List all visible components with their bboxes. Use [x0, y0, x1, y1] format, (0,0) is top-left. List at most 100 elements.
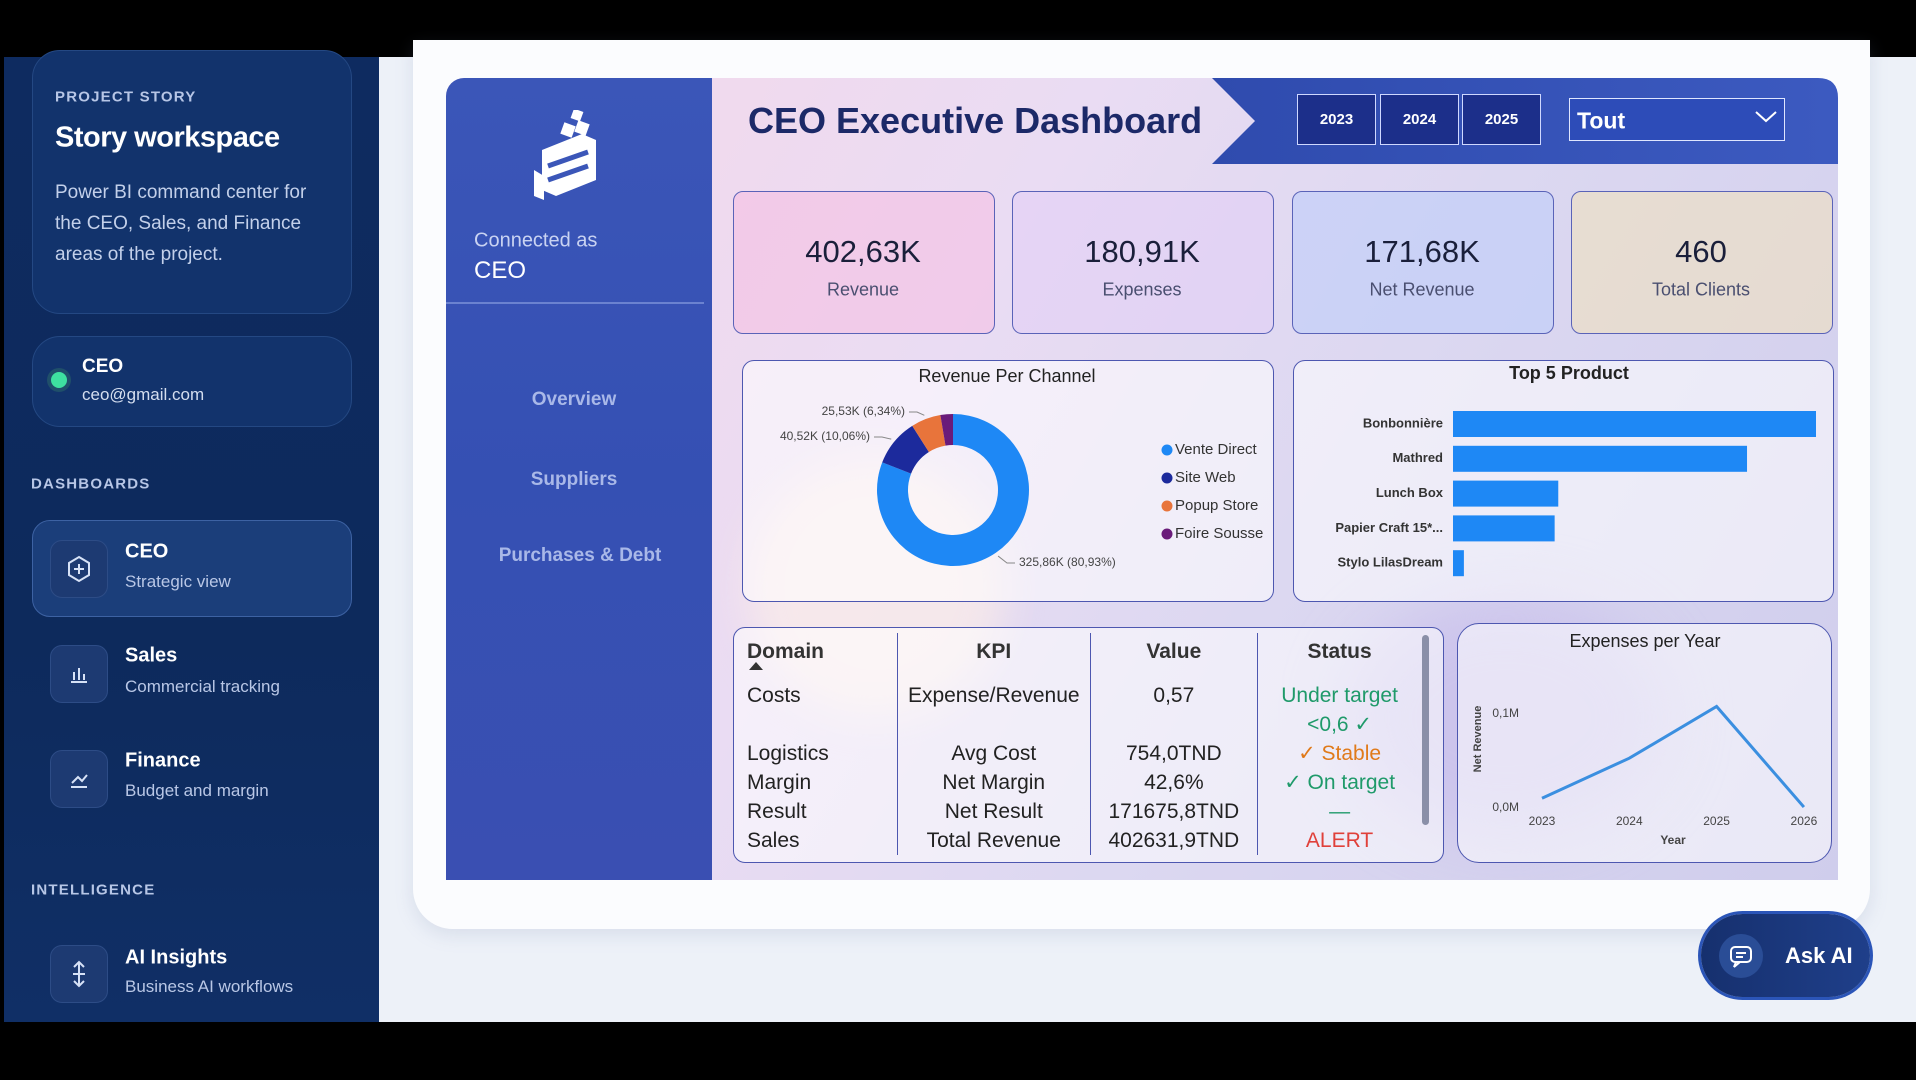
status-cell: — — [1257, 797, 1421, 826]
x-tick-label: 2025 — [1703, 814, 1730, 828]
bar — [1453, 480, 1559, 507]
divider — [446, 302, 704, 304]
nav-title[interactable]: Sales — [125, 644, 178, 667]
table-row: Logistics Avg Cost 754,0TND ✓ Stable — [741, 739, 1421, 768]
bar — [1453, 550, 1464, 577]
table-cell: Expense/Revenue — [896, 681, 1091, 739]
leader-line — [874, 436, 892, 440]
y-axis-label: Net Revenue — [1472, 706, 1484, 773]
story-card — [32, 50, 352, 314]
user-email: ceo@gmail.com — [82, 385, 205, 404]
legend-label: Foire Sousse — [1175, 525, 1263, 542]
user-card — [32, 336, 352, 427]
page-tab[interactable]: Suppliers — [530, 469, 618, 490]
column-header: Domain — [741, 633, 897, 681]
icon-glyph — [73, 960, 85, 988]
dropdown-arrow — [1755, 111, 1777, 123]
y-tick-label: 0,0M — [1492, 800, 1519, 814]
kpi-label: Revenue — [826, 279, 900, 300]
line — [1541, 704, 1806, 809]
y-tick-label: Bonbonnière — [1363, 415, 1443, 430]
kpi-label: Expenses — [1102, 279, 1182, 300]
bar — [1453, 445, 1748, 472]
donut-slice — [940, 414, 953, 446]
y-tick-label: Mathred — [1392, 450, 1443, 465]
icon — [50, 945, 108, 1003]
donut-slice — [882, 425, 929, 474]
icon — [50, 750, 108, 808]
table-cell: Costs — [747, 684, 801, 707]
nav-title[interactable]: Finance — [125, 749, 201, 772]
section-label: DASHBOARDS — [31, 475, 151, 493]
column-header: Value — [1089, 633, 1258, 681]
table-body: Costs Expense/Revenue 0,57 Under target <0,… — [741, 681, 1421, 855]
y-tick-label: Lunch Box — [1376, 485, 1444, 500]
donut-slice — [912, 415, 946, 453]
kpi-label: Total Clients — [1651, 279, 1751, 300]
column-header: KPI — [896, 633, 1091, 681]
status-cell: Under target <0,6 ✓ — [1257, 681, 1421, 739]
x-tick-label: 2023 — [1529, 814, 1556, 828]
legend-label: Vente Direct — [1175, 441, 1258, 458]
year-button[interactable]: 2024 — [1380, 94, 1459, 145]
table-cell: Total Revenue — [896, 826, 1091, 855]
legend-swatch — [1161, 444, 1173, 456]
story-title: Story workspace — [55, 121, 280, 154]
kpi-label: Net Revenue — [1369, 279, 1475, 300]
bar — [1453, 411, 1816, 437]
icon-glyph — [71, 774, 88, 788]
page-tab[interactable]: Overview — [531, 389, 617, 410]
kpi-value: 402,63K — [805, 234, 921, 269]
logo — [534, 110, 596, 200]
dropdown[interactable] — [1569, 98, 1785, 141]
page-tab[interactable]: Purchases & Debt — [498, 545, 662, 566]
chart-title: Expenses per Year — [1569, 631, 1720, 651]
year-button[interactable]: 2025 — [1462, 94, 1541, 145]
table-cell: Sales — [747, 829, 800, 852]
table-cell: 402631,9TND — [1089, 826, 1258, 855]
table: Domain KPI Value Status Costs Expense/Revenue… — [741, 633, 1421, 855]
nav-subtitle: Strategic view — [125, 572, 231, 591]
status-cell: ✓ On target — [1257, 768, 1421, 797]
data-label: 40,52K (10,06%) — [780, 429, 870, 443]
table-cell: 42,6% — [1089, 768, 1258, 797]
nav-title[interactable]: AI Insights — [125, 946, 228, 969]
kpi-value: 180,91K — [1084, 234, 1200, 269]
column-header: Status — [1257, 633, 1421, 681]
icon-glyph — [68, 555, 90, 583]
kpi-value: 460 — [1675, 234, 1727, 269]
table-row: Sales Total Revenue 402631,9TND ALERT — [741, 826, 1421, 855]
legend-label: Site Web — [1175, 469, 1236, 486]
y-tick-label: 0,1M — [1492, 706, 1519, 720]
year-button[interactable]: 2023 — [1297, 94, 1376, 145]
scrollbar — [1422, 635, 1429, 825]
legend-swatch — [1161, 528, 1173, 540]
dashboard-title: CEO Executive Dashboard — [748, 100, 1203, 141]
nav-title[interactable]: CEO — [125, 540, 169, 563]
icon-glyph — [71, 668, 87, 683]
icon — [50, 540, 108, 598]
connected-label: Connected as — [474, 229, 598, 252]
table-header: Domain KPI Value Status — [741, 633, 1421, 681]
section-label: INTELLIGENCE — [31, 881, 156, 899]
x-tick-label: 2024 — [1616, 814, 1643, 828]
donut-slice — [877, 414, 1029, 566]
legend-swatch — [1161, 472, 1173, 484]
table-cell: Margin — [747, 771, 812, 794]
kpi-card — [1571, 191, 1833, 334]
dropdown-value: Tout — [1577, 107, 1626, 134]
story-label: PROJECT STORY — [55, 88, 197, 106]
table-cell: Net Margin — [896, 768, 1091, 797]
kpi-card — [1012, 191, 1274, 334]
table-cell: 754,0TND — [1089, 739, 1258, 768]
table-cell: 171675,8TND — [1089, 797, 1258, 826]
legend-label: Popup Store — [1175, 497, 1258, 514]
y-tick-label: Papier Craft 15*... — [1335, 520, 1443, 535]
kpi-value: 171,68K — [1364, 234, 1480, 269]
x-axis-label: Year — [1660, 833, 1686, 847]
table-cell: Logistics — [747, 742, 829, 765]
story-description: Power BI command center for the CEO, Sal… — [55, 182, 307, 265]
line-panel — [1457, 623, 1832, 863]
x-tick-label: 2026 — [1791, 814, 1818, 828]
